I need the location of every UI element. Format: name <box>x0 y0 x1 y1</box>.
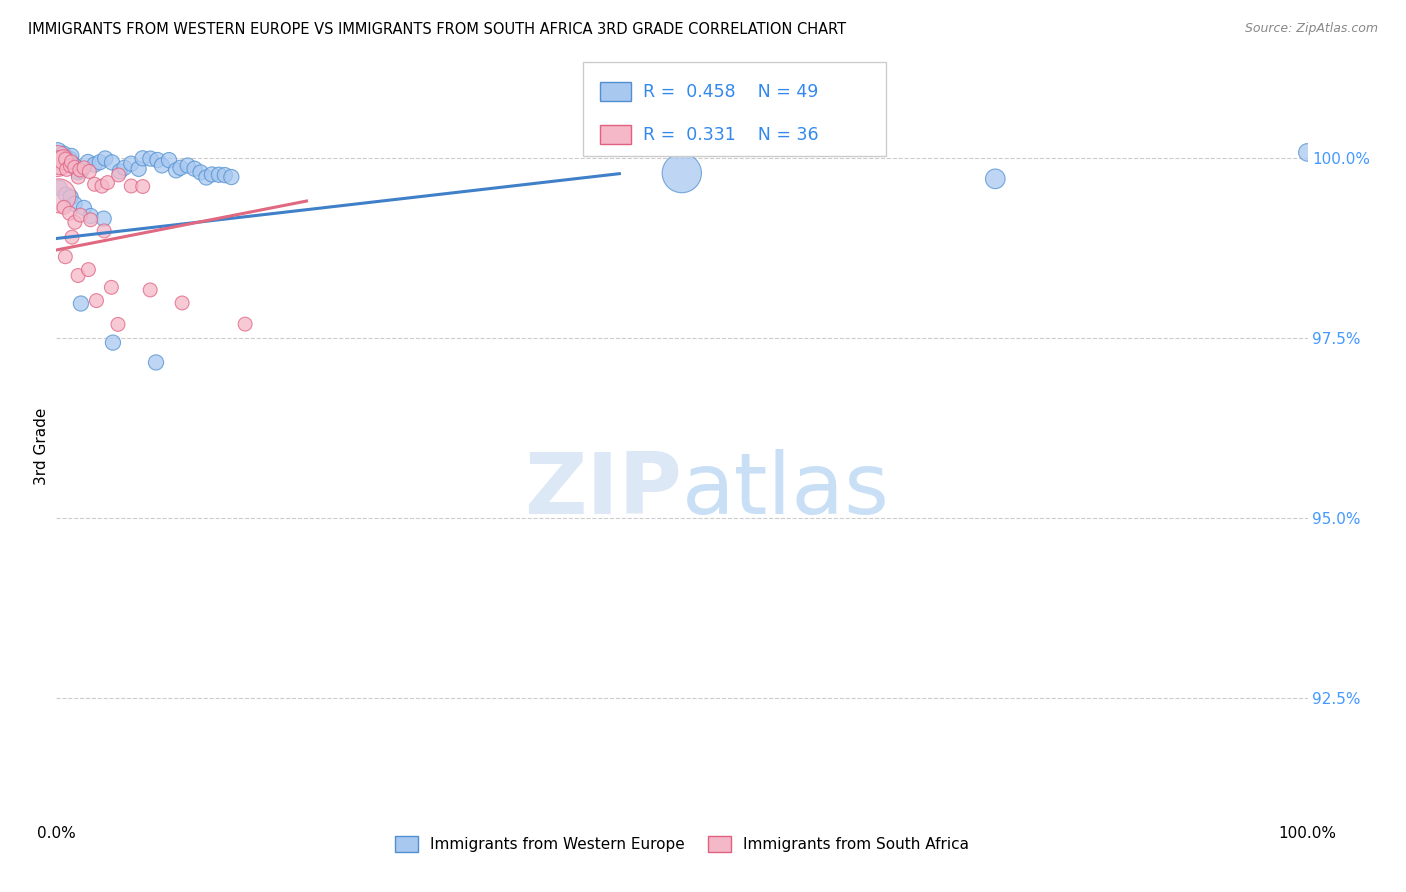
Point <box>83 158 105 172</box>
Point <box>208 168 231 182</box>
Point <box>67 169 90 184</box>
Point <box>59 190 82 204</box>
Point <box>108 164 131 178</box>
Point <box>107 168 129 182</box>
Point <box>51 155 73 169</box>
Point <box>60 149 83 163</box>
Point <box>77 155 100 169</box>
Text: ZIP: ZIP <box>524 450 682 533</box>
Point <box>55 187 77 202</box>
Point <box>183 161 205 176</box>
Point <box>91 179 114 194</box>
Point <box>172 296 194 310</box>
Point <box>53 200 76 214</box>
Point <box>45 154 67 169</box>
Point <box>1296 145 1319 160</box>
Point <box>86 293 108 308</box>
Point <box>48 181 70 195</box>
Point <box>49 155 72 169</box>
Point <box>69 162 91 177</box>
Y-axis label: 3rd Grade: 3rd Grade <box>34 408 49 484</box>
Point <box>112 161 135 175</box>
Point <box>55 152 77 166</box>
Point <box>52 147 75 161</box>
Point <box>93 211 115 226</box>
Point <box>63 197 86 211</box>
Point <box>70 296 93 310</box>
Point <box>73 201 96 215</box>
Point <box>63 160 86 174</box>
Text: Source: ZipAtlas.com: Source: ZipAtlas.com <box>1244 22 1378 36</box>
Point <box>157 153 180 167</box>
Point <box>101 155 124 169</box>
Point <box>53 250 76 264</box>
Point <box>48 189 70 203</box>
Point <box>60 154 83 169</box>
Legend: Immigrants from Western Europe, Immigrants from South Africa: Immigrants from Western Europe, Immigran… <box>389 830 974 858</box>
Point <box>63 159 86 173</box>
Point <box>79 164 101 178</box>
Point <box>101 335 124 350</box>
Point <box>107 318 129 332</box>
Point <box>195 170 218 185</box>
Text: IMMIGRANTS FROM WESTERN EUROPE VS IMMIGRANTS FROM SOUTH AFRICA 3RD GRADE CORRELA: IMMIGRANTS FROM WESTERN EUROPE VS IMMIGR… <box>28 22 846 37</box>
Point <box>97 176 120 190</box>
Point <box>120 157 142 171</box>
Point <box>984 171 1007 186</box>
Point <box>73 161 96 175</box>
Point <box>46 145 69 159</box>
Point <box>83 178 105 192</box>
Point <box>201 168 224 182</box>
Point <box>56 152 79 166</box>
Point <box>176 159 198 173</box>
Point <box>63 215 86 229</box>
Point <box>80 209 103 223</box>
Point <box>150 158 173 172</box>
Point <box>77 262 100 277</box>
Point <box>93 224 115 238</box>
Point <box>128 161 150 176</box>
Text: R =  0.331    N = 36: R = 0.331 N = 36 <box>643 126 818 144</box>
Point <box>79 212 101 227</box>
Point <box>131 151 153 165</box>
Point <box>214 168 236 182</box>
Point <box>169 161 191 175</box>
Point <box>67 268 90 283</box>
Point <box>233 317 256 331</box>
Point <box>52 153 75 167</box>
Point <box>59 152 82 166</box>
Point <box>59 159 82 173</box>
Point <box>58 206 80 220</box>
Point <box>100 280 122 294</box>
Point <box>146 153 169 167</box>
Point <box>139 152 162 166</box>
Text: R =  0.458    N = 49: R = 0.458 N = 49 <box>643 83 818 101</box>
Point <box>94 152 117 166</box>
Point <box>55 162 77 177</box>
Point <box>69 208 91 222</box>
Point <box>145 355 167 369</box>
Point <box>221 169 243 184</box>
Point <box>120 179 142 194</box>
Text: atlas: atlas <box>682 450 890 533</box>
Point <box>62 158 84 172</box>
Point <box>165 163 187 178</box>
Point <box>70 164 93 178</box>
Point <box>89 155 111 169</box>
Point <box>67 165 90 179</box>
Point <box>60 230 83 244</box>
Point <box>132 179 155 194</box>
Point <box>139 283 162 297</box>
Point <box>190 165 212 179</box>
Point <box>671 166 693 180</box>
